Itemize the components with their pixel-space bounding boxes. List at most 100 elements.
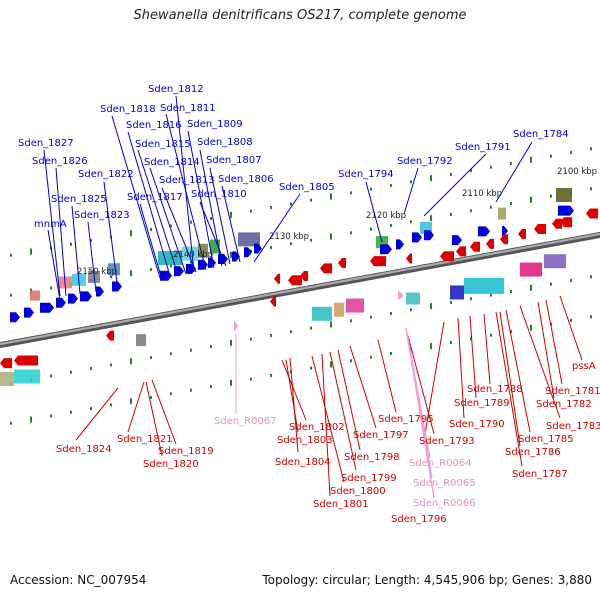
figure-title: Shewanella denitrificans OS217, complete… [133, 8, 467, 23]
tick-mark [90, 239, 92, 243]
rna-arrow [398, 290, 404, 300]
tick-mark [370, 227, 372, 231]
forward-leader-line [161, 187, 197, 273]
tick-mark [410, 308, 412, 312]
forward-leader-line [221, 185, 241, 263]
tick-mark [530, 156, 532, 163]
reverse-leader-line [545, 299, 563, 385]
gene-label-sden-1788: Sden_1788 [467, 384, 523, 395]
rna-label-sden-r0067: Sden_R0067 [214, 416, 277, 427]
tick-mark [470, 297, 472, 301]
gene-label-sden-1797: Sden_1797 [353, 430, 409, 441]
gene-label-sden-1826: Sden_1826 [32, 156, 88, 167]
reverse-gene-arrow [274, 273, 280, 284]
reverse-gene-arrow [552, 218, 562, 229]
gene-label-sden-1803: Sden_1803 [277, 435, 333, 446]
gene-label-sden-1804: Sden_1804 [275, 457, 331, 468]
tick-mark [130, 270, 132, 277]
forward-gene-arrow [56, 297, 66, 308]
gene-block [498, 207, 506, 220]
gene-block [210, 239, 220, 254]
gene-block [14, 369, 40, 384]
forward-leader-line [137, 149, 179, 276]
tick-mark [430, 215, 432, 222]
tick-mark [190, 260, 192, 264]
tick-mark [350, 191, 352, 195]
tick-mark [150, 356, 152, 360]
forward-gene-arrow [174, 266, 184, 277]
tick-mark [330, 193, 332, 200]
reverse-leader-line [407, 335, 435, 435]
reverse-leader-line [483, 313, 491, 385]
forward-gene-arrow [80, 291, 92, 302]
tick-mark [410, 348, 412, 352]
forward-gene-arrow [24, 307, 34, 318]
tick-mark [90, 367, 92, 371]
forward-gene-arrow [424, 230, 434, 241]
gene-block [556, 187, 572, 202]
gene-label-sden-1810: Sden_1810 [191, 189, 247, 200]
tick-mark [410, 220, 412, 224]
gene-label-sden-1793: Sden_1793 [419, 436, 475, 447]
reverse-leader-line [505, 309, 531, 433]
tick-mark [310, 198, 312, 202]
reverse-leader-line [289, 357, 299, 453]
forward-leader-line [103, 181, 119, 291]
tick-mark [550, 154, 552, 158]
forward-leader-line [71, 205, 81, 295]
tick-mark [130, 398, 132, 405]
forward-gene-arrow [558, 205, 574, 216]
tick-mark [330, 321, 332, 328]
gene-block [312, 306, 332, 321]
gene-block [334, 302, 344, 317]
tick-mark [110, 363, 112, 367]
reverse-gene-arrow [456, 246, 466, 257]
tick-mark [150, 396, 152, 400]
gene-label-sden-1781: Sden_1781 [545, 386, 600, 397]
reverse-gene-arrow [370, 256, 386, 267]
forward-leader-line [209, 167, 231, 265]
kbp-label-2130: 2130 kbp [269, 232, 309, 242]
forward-leader-line [55, 167, 67, 297]
gene-label-sden-1819: Sden_1819 [158, 446, 214, 457]
gene-block [182, 246, 198, 261]
gene-block [238, 232, 260, 247]
forward-gene-arrow [502, 225, 508, 236]
forward-gene-arrow [244, 247, 252, 258]
gene-label-sden-1799: Sden_1799 [341, 473, 397, 484]
reverse-leader-line [151, 379, 177, 445]
forward-gene-arrow [232, 251, 240, 262]
gene-label-sden-1813: Sden_1813 [159, 175, 215, 186]
tick-mark [50, 286, 52, 290]
gene-label-sden-1798: Sden_1798 [344, 452, 400, 463]
gene-label-sden-1782: Sden_1782 [536, 399, 592, 410]
tick-mark [270, 374, 272, 378]
tick-mark [370, 355, 372, 359]
reverse-leader-line [499, 311, 521, 447]
forward-leader-line [111, 115, 161, 279]
reverse-leader-line [145, 381, 163, 457]
reverse-leader-line [457, 317, 465, 419]
forward-leader-line [139, 203, 163, 281]
reverse-leader-line [337, 349, 361, 451]
tick-mark [230, 211, 232, 218]
gene-label-sden-1815: Sden_1815 [135, 139, 191, 150]
tick-mark [590, 315, 592, 319]
tick-mark [550, 194, 552, 198]
tick-mark [570, 150, 572, 154]
tick-mark [250, 377, 252, 381]
tick-mark [590, 187, 592, 191]
gene-label-sden-1821: Sden_1821 [117, 434, 173, 445]
reverse-leader-line [519, 305, 561, 419]
kbp-label-2140: 2140 kbp [173, 250, 213, 260]
reverse-leader-line [321, 353, 331, 497]
gene-label-sden-1817: Sden_1817 [127, 192, 183, 203]
reverse-leader-line [329, 351, 357, 471]
kbp-label-2150: 2150 kbp [77, 267, 117, 277]
gene-label-sden-1820: Sden_1820 [143, 459, 199, 470]
forward-gene-arrow [380, 244, 392, 255]
tick-mark [430, 343, 432, 350]
tick-mark [590, 275, 592, 279]
